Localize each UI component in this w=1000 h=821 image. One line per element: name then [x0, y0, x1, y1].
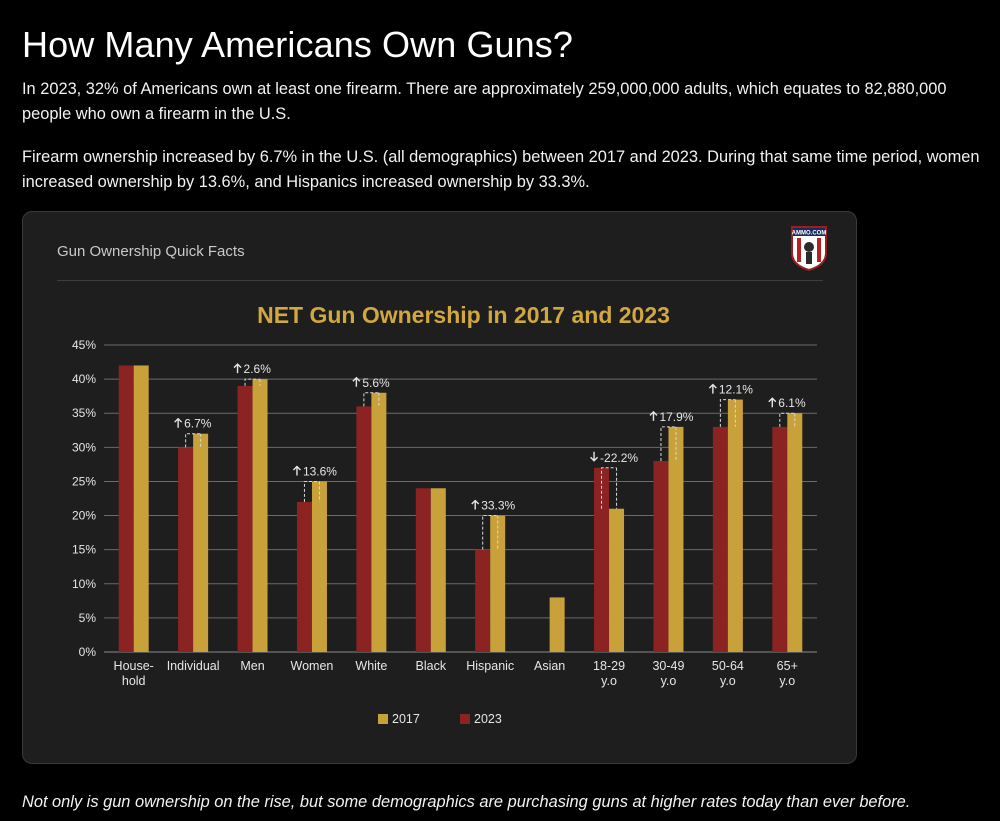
bar-2017: [430, 488, 446, 652]
x-tick-label: y.o: [720, 674, 736, 688]
stats-paragraph: Firearm ownership increased by 6.7% in t…: [22, 148, 980, 191]
change-bracket: [719, 399, 736, 427]
change-label: 6.7%: [184, 417, 212, 431]
bar-2023: [475, 549, 491, 652]
x-tick-label: y.o: [601, 674, 617, 688]
legend-swatch: [460, 714, 470, 724]
x-tick-label: White: [355, 659, 387, 673]
bar-2023: [772, 426, 788, 652]
y-tick-label: 45%: [72, 338, 96, 352]
change-bracket: [244, 378, 261, 386]
x-tick-label: 30-49: [652, 659, 684, 673]
bar-2023: [415, 488, 431, 652]
bar-2023: [237, 385, 253, 652]
quick-facts-card: Gun Ownership Quick Facts AMMO.COM NET G…: [22, 211, 857, 764]
x-tick-label: Women: [291, 659, 334, 673]
x-tick-label: Asian: [534, 659, 565, 673]
ownership-chart: NET Gun Ownership in 2017 and 2023 0% 5% 10…: [72, 302, 817, 726]
x-tick-label: Hispanic: [466, 659, 514, 673]
bar-2017: [727, 399, 743, 652]
bar-2023: [712, 426, 728, 652]
x-tick-label: y.o: [779, 674, 795, 688]
y-tick-label: 5%: [79, 611, 97, 625]
bar-2017: [193, 433, 209, 652]
footer-note: Not only is gun ownership on the rise, b…: [22, 793, 911, 811]
y-tick-label: 40%: [72, 372, 96, 386]
x-tick-label: 50-64: [712, 659, 744, 673]
change-label: 17.9%: [659, 410, 693, 424]
bar-2017: [549, 597, 565, 652]
logo-text: AMMO.COM: [792, 231, 827, 237]
bar-2023: [594, 467, 610, 652]
change-label: 6.1%: [778, 396, 806, 410]
change-up-arrow: [708, 383, 717, 394]
change-up-arrow: [471, 499, 480, 510]
change-label: -22.2%: [600, 451, 638, 465]
change-up-arrow: [649, 410, 658, 421]
change-label: 5.6%: [362, 376, 390, 390]
chart-title: NET Gun Ownership in 2017 and 2023: [257, 302, 670, 328]
x-tick-label: 18-29: [593, 659, 625, 673]
change-label: 13.6%: [303, 464, 337, 478]
y-tick-label: 30%: [72, 440, 96, 454]
y-tick-label: 25%: [72, 474, 96, 488]
intro-paragraph: In 2023, 32% of Americans own at least o…: [22, 80, 947, 123]
bar-2017: [787, 413, 803, 652]
card-divider: [57, 280, 823, 281]
x-tick-label: 65+: [777, 659, 798, 673]
y-tick-label: 20%: [72, 509, 96, 523]
bar-2017: [371, 392, 387, 652]
change-bracket: [660, 426, 676, 461]
y-tick-label: 35%: [72, 406, 96, 420]
bar-2023: [653, 460, 669, 652]
change-bracket: [303, 480, 320, 502]
x-tick-label: Individual: [167, 659, 220, 673]
legend-label: 2023: [474, 712, 502, 726]
bar-2017: [133, 365, 149, 652]
x-tick-label: hold: [122, 674, 146, 688]
bar-2017: [609, 508, 625, 652]
x-tick-label: Men: [240, 659, 264, 673]
x-tick-label: y.o: [661, 674, 677, 688]
bar-2023: [356, 406, 372, 652]
change-label: 33.3%: [481, 499, 515, 513]
change-up-arrow: [292, 465, 301, 476]
bar-2023: [178, 447, 194, 652]
y-tick-label: 15%: [72, 543, 96, 557]
change-label: 12.1%: [719, 383, 753, 397]
bar-2023: [118, 365, 134, 652]
legend-swatch: [378, 714, 388, 724]
x-tick-label: House-: [114, 659, 154, 673]
change-bracket: [601, 467, 617, 509]
bar-2017: [311, 481, 327, 652]
change-up-arrow: [233, 363, 242, 374]
bar-2017: [252, 379, 268, 652]
change-up-arrow: [352, 376, 361, 387]
page-title: How Many Americans Own Guns?: [22, 24, 574, 65]
change-up-arrow: [174, 417, 183, 428]
y-tick-label: 0%: [79, 645, 97, 659]
ammo-logo: AMMO.COM: [791, 226, 827, 271]
card-title: Gun Ownership Quick Facts: [57, 243, 245, 260]
bar-2017: [668, 426, 684, 652]
legend-label: 2017: [392, 712, 420, 726]
change-label: 2.6%: [244, 362, 272, 376]
x-tick-label: Black: [416, 659, 447, 673]
change-up-arrow: [768, 397, 777, 408]
change-bracket: [482, 515, 498, 550]
bar-2017: [490, 515, 506, 652]
y-tick-label: 10%: [72, 577, 96, 591]
bar-2023: [296, 501, 312, 652]
change-down-arrow: [590, 451, 599, 462]
